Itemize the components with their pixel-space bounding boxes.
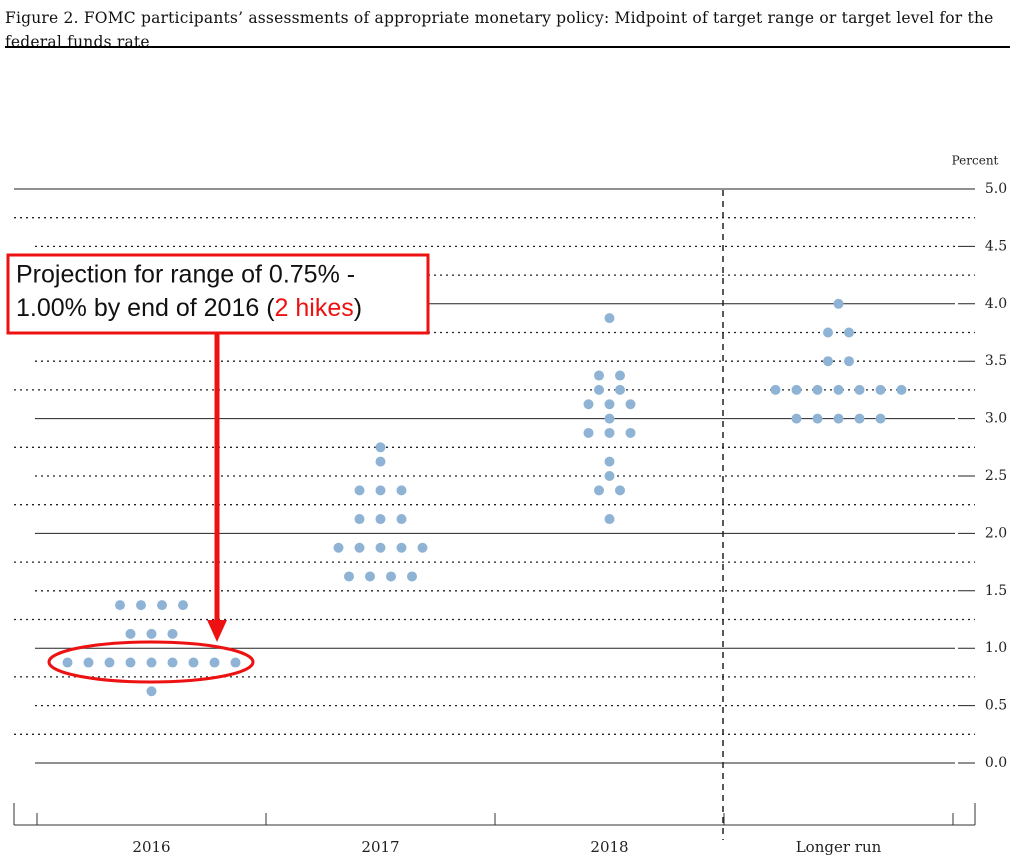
dot (354, 485, 365, 496)
dot (375, 456, 386, 467)
dot (354, 542, 365, 553)
y-tick-label: 0.5 (985, 698, 1007, 714)
dot (167, 657, 178, 668)
dot (396, 514, 407, 525)
dot (396, 485, 407, 496)
y-tick-label: 4.5 (985, 238, 1007, 254)
y-tick-label: 1.0 (985, 640, 1007, 656)
dot (844, 356, 854, 367)
dot (854, 384, 865, 395)
annotation-text: 1.00% by end of 2016 ( (16, 294, 275, 322)
y-tick-label: 2.0 (985, 525, 1007, 541)
annotation-box (6, 253, 430, 335)
annotation-text: ) (354, 294, 362, 322)
dot (833, 298, 844, 309)
dot (583, 427, 594, 438)
y-tick-label: 1.5 (985, 583, 1007, 599)
dot (854, 413, 865, 424)
dot (83, 657, 94, 668)
dot (157, 600, 167, 611)
x-tick-label: 2018 (590, 838, 628, 856)
dot (594, 485, 604, 496)
dot (833, 384, 844, 395)
dot (791, 413, 802, 424)
x-tick-label: 2016 (132, 838, 170, 856)
dot (833, 413, 844, 424)
y-tick-label: 5.0 (985, 181, 1007, 197)
y-tick-label: 2.5 (985, 468, 1007, 484)
dot (354, 514, 365, 525)
y-tick-label: 0.0 (985, 755, 1007, 771)
dot (178, 600, 188, 611)
dot (625, 427, 636, 438)
dot (167, 628, 178, 639)
annotation-text: Projection for range of 0.75% - (16, 261, 355, 289)
dot (896, 384, 907, 395)
x-tick-label: Longer run (796, 838, 882, 856)
dot (875, 384, 886, 395)
y-tick-label: 3.5 (985, 353, 1007, 369)
dot (333, 542, 344, 553)
dot (583, 399, 594, 410)
dot (209, 657, 220, 668)
dot (396, 542, 407, 553)
dot (62, 657, 73, 668)
dot (770, 384, 781, 395)
y-tick-label: 3.0 (985, 411, 1007, 427)
dot (375, 514, 386, 525)
y-axis-label: Percent (952, 154, 999, 168)
dot (344, 571, 354, 582)
dot (844, 327, 854, 338)
dot (407, 571, 417, 582)
dot (604, 313, 615, 324)
dot (812, 384, 823, 395)
dot (604, 399, 615, 410)
x-tick-label: 2017 (361, 838, 399, 856)
dot (375, 542, 386, 553)
dot (875, 413, 886, 424)
dot (604, 413, 615, 424)
dot (823, 356, 833, 367)
dot (615, 370, 625, 381)
annotation-highlight: 2 hikes (275, 294, 354, 322)
dot (823, 327, 833, 338)
dot (615, 384, 625, 395)
dot (230, 657, 241, 668)
annotation-text: 1.00% by end of 2016 (2 hikes) (16, 294, 362, 322)
dot (136, 600, 146, 611)
dot (594, 370, 604, 381)
dot (625, 399, 636, 410)
dot (188, 657, 199, 668)
dot (594, 384, 604, 395)
dot (125, 657, 136, 668)
dot (365, 571, 375, 582)
dot (417, 542, 428, 553)
dot (615, 485, 625, 496)
dot (791, 384, 802, 395)
title-rule (5, 46, 1010, 48)
dot (146, 628, 157, 639)
dot (604, 456, 615, 467)
y-tick-label: 4.0 (985, 296, 1007, 312)
dot (146, 657, 157, 668)
dot (604, 514, 615, 525)
dot (375, 442, 386, 453)
dot (104, 657, 115, 668)
dot (146, 686, 157, 697)
highlight-ellipse (47, 640, 255, 684)
dot (125, 628, 136, 639)
dot (115, 600, 125, 611)
dot (386, 571, 396, 582)
dot (604, 471, 615, 481)
dot (604, 427, 615, 438)
dot (375, 485, 386, 496)
dot (812, 413, 823, 424)
arrow-head (207, 620, 227, 642)
